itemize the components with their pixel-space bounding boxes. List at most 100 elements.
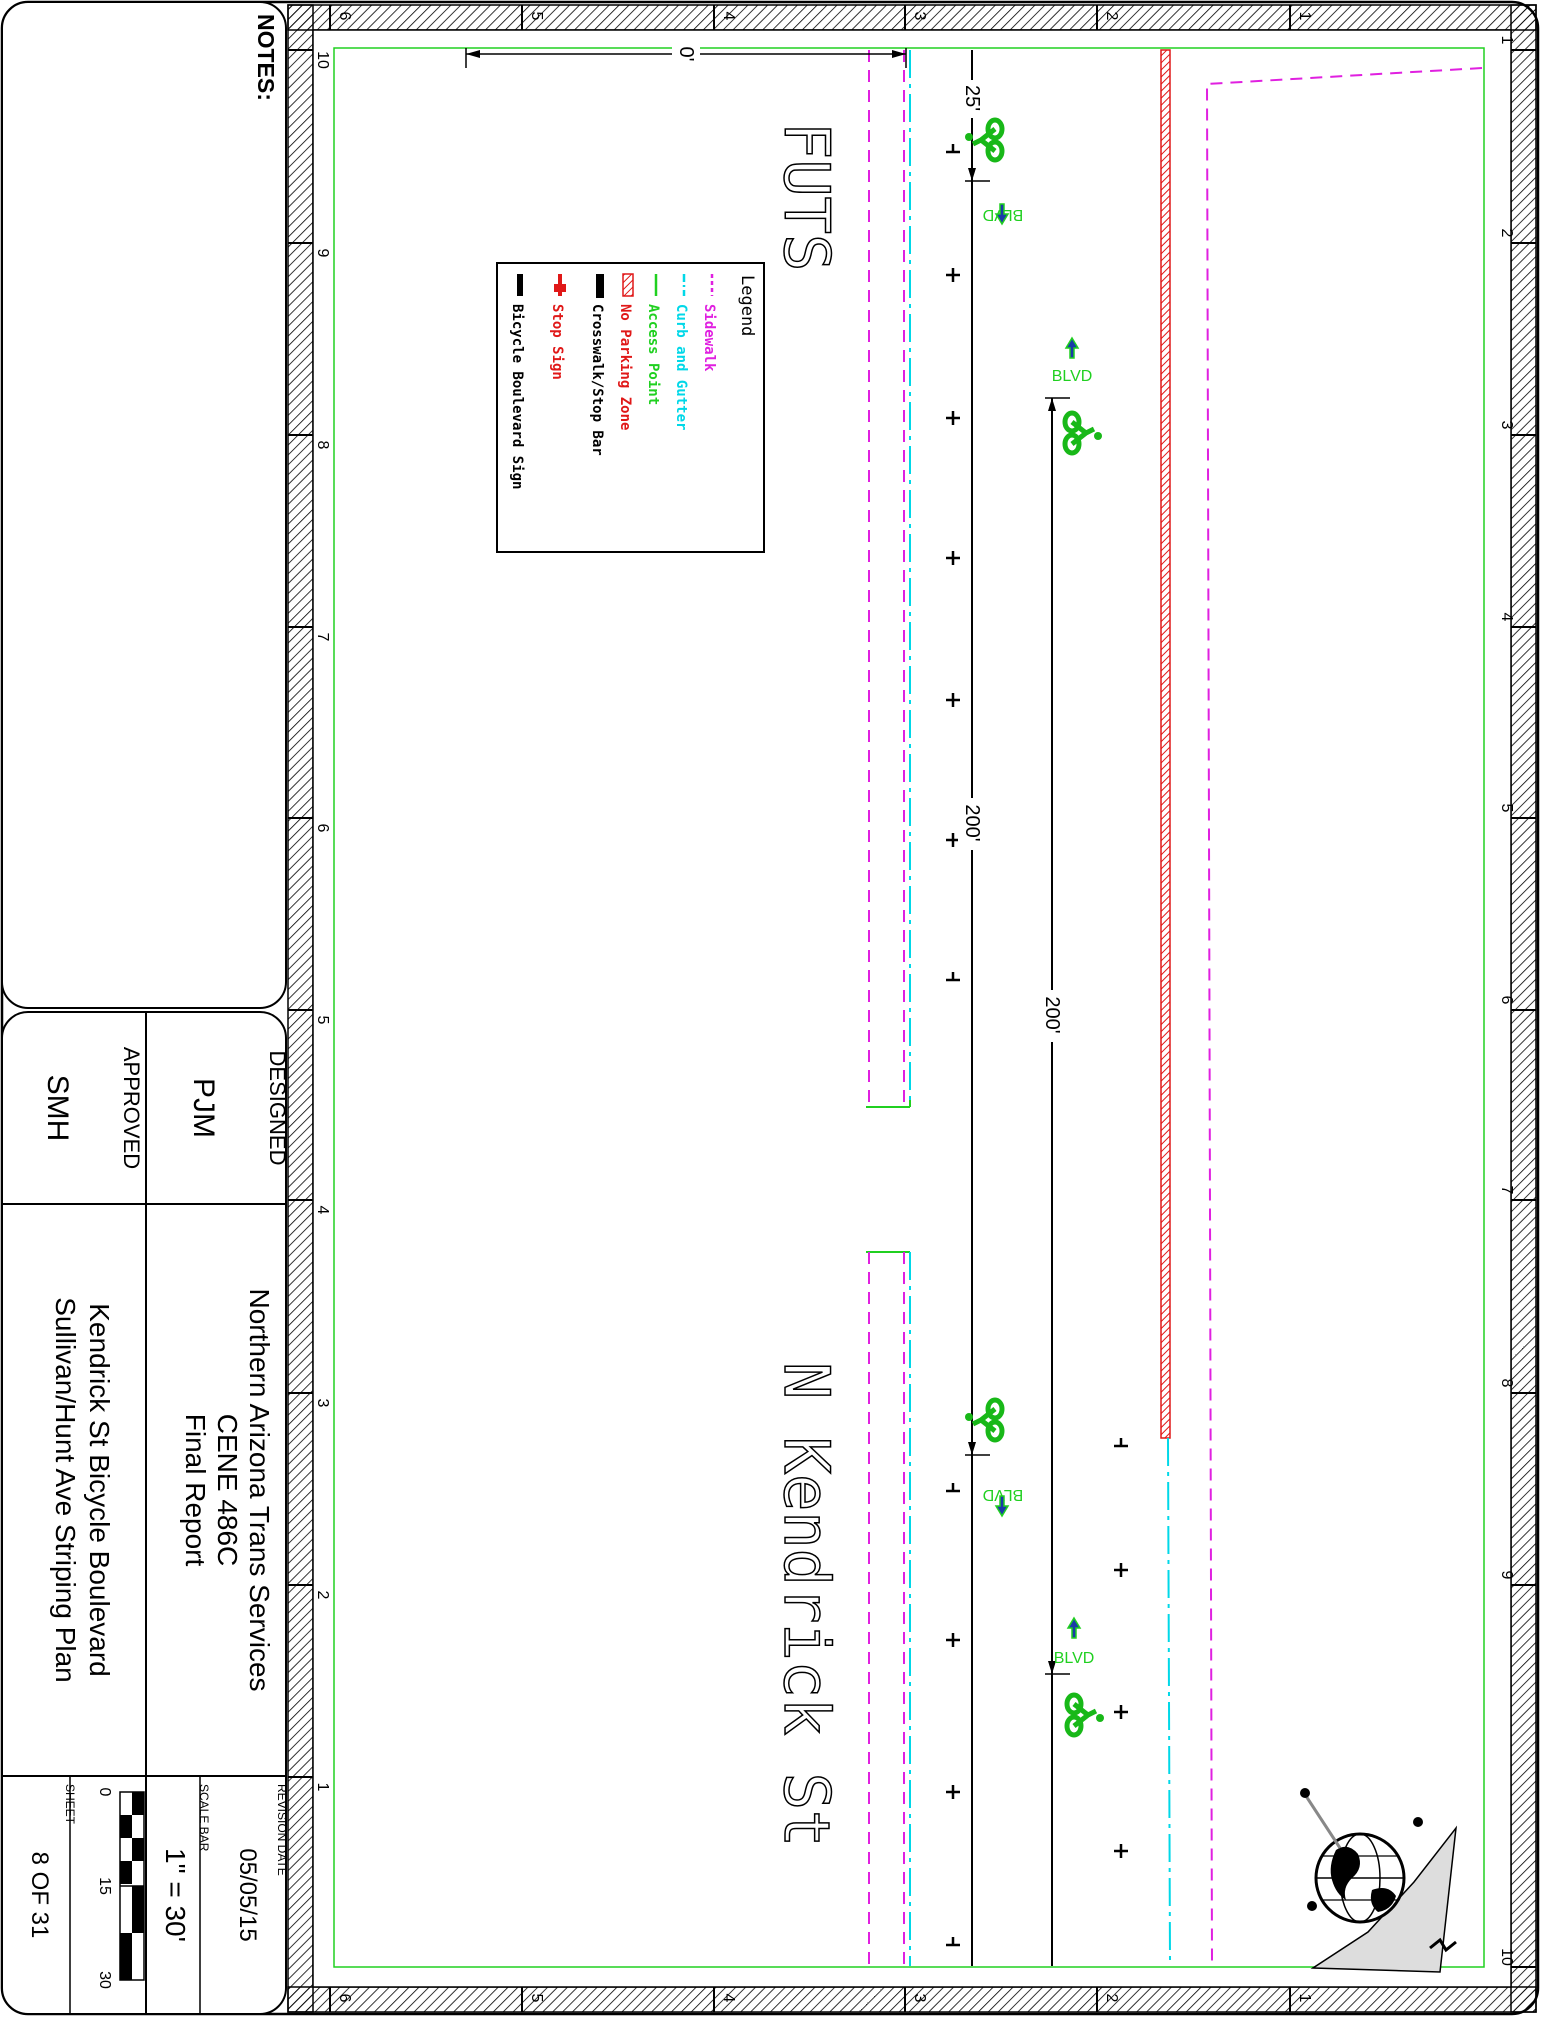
- designed-label: DESIGNED: [265, 1051, 290, 1166]
- sheet-value: 8 OF 31: [26, 1852, 53, 1939]
- bike-boulevard-marking-4: BLVD: [1054, 1616, 1104, 1735]
- border-tick-label-left-9: 2: [314, 1591, 331, 1600]
- blvd-label-4: BLVD: [1054, 1650, 1095, 1667]
- project-line1: Kendrick St Bicycle Boulevard: [84, 1303, 115, 1677]
- dimension-200-west: 200': [958, 798, 990, 1456]
- title-panel: [1, 1011, 287, 2015]
- scale-tick-15: 15: [96, 1877, 113, 1895]
- border-ticks-top: 6 5 4 3 2 1: [329, 5, 1313, 30]
- legend-label-6: Stop Sign: [549, 304, 565, 380]
- legend: Legend Sidewalk Curb and Gutter Access Poi…: [496, 262, 765, 553]
- legend-label-7: Bicycle Boulevard Sign: [509, 304, 525, 489]
- border-tick-label-bottom-5: 2: [1103, 1994, 1120, 2003]
- legend-box: [496, 262, 765, 553]
- border-tick-label-right-6: 6: [1498, 996, 1515, 1005]
- legend-swatch-6: [554, 274, 566, 296]
- border-tick-label-left-2: 9: [314, 249, 331, 258]
- border-tick-label-right-1: 1: [1498, 36, 1515, 45]
- project-line2: Sullivan/Hunt Ave Striping Plan: [50, 1297, 81, 1683]
- dimension-0: 0': [465, 44, 907, 68]
- border-tick-label-left-1: 10: [314, 51, 331, 69]
- hatched-border: [287, 4, 1537, 2013]
- scale-value: 1" = 30': [160, 1848, 191, 1942]
- revision-label: REVISION DATE: [275, 1784, 289, 1876]
- sheet-label: SHEET: [63, 1784, 77, 1825]
- border-tick-label-top-1: 6: [336, 12, 353, 21]
- border-tick-label-top-2: 5: [528, 12, 545, 21]
- border-tick-label-right-9: 9: [1498, 1571, 1515, 1580]
- border-tick-label-left-10: 1: [314, 1783, 331, 1792]
- border-tick-label-top-3: 4: [720, 12, 737, 21]
- no-parking-zone: [1160, 49, 1171, 1439]
- scale-tick-0: 0: [96, 1788, 113, 1797]
- border-tick-label-left-4: 7: [314, 633, 331, 642]
- notes-label: NOTES:: [253, 14, 279, 101]
- north-arrow-compass: [1300, 1788, 1458, 1973]
- org-line3: Final Report: [180, 1414, 211, 1567]
- legend-swatch-4: [622, 273, 634, 297]
- blvd-label-2: BLVD: [1052, 368, 1093, 385]
- legend-label-5: Crosswalk/Stop Bar: [589, 304, 605, 456]
- dimension-200-east-label: 200': [1041, 996, 1063, 1033]
- border-tick-label-right-8: 8: [1498, 1379, 1515, 1388]
- org-line1: Northern Arizona Trans Services: [244, 1288, 275, 1691]
- bike-boulevard-marking-1: BLVD: [965, 120, 1023, 226]
- scale-tick-30: 30: [96, 1971, 113, 1989]
- compass-e-marker: [1413, 1817, 1423, 1827]
- legend-label-1: Sidewalk: [701, 304, 717, 372]
- border-tick-label-right-5: 5: [1498, 804, 1515, 813]
- border-tick-label-right-4: 4: [1498, 613, 1515, 622]
- legend-swatch-5: [596, 274, 604, 298]
- dimension-25-label: 25': [961, 85, 983, 111]
- border-tick-label-right-10: 10: [1498, 1948, 1515, 1966]
- border-tick-label-bottom-1: 6: [336, 1994, 353, 2003]
- scale-bar-graphic: [119, 1791, 145, 1981]
- border-tick-label-bottom-2: 5: [528, 1994, 545, 2003]
- dimension-0-label: 0': [675, 47, 697, 62]
- designed-value: PJM: [187, 1078, 220, 1138]
- org-line2: CENE 486C: [212, 1414, 243, 1567]
- border-tick-label-left-5: 6: [314, 824, 331, 833]
- approved-label: APPROVED: [119, 1047, 144, 1169]
- legend-title: Legend: [737, 275, 757, 336]
- compass-w-marker: [1307, 1901, 1317, 1911]
- border-tick-label-left-6: 5: [314, 1016, 331, 1025]
- dimension-200-east: 200': [1038, 397, 1070, 1675]
- border-ticks-left: 10 9 8 7 6 5 4 3 2 1: [288, 49, 331, 1792]
- dimension-25: 25': [960, 80, 990, 188]
- legend-label-4: No Parking Zone: [617, 304, 633, 430]
- border-tick-label-left-7: 4: [314, 1206, 331, 1215]
- border-tick-label-top-5: 2: [1103, 12, 1120, 21]
- border-tick-label-bottom-6: 1: [1296, 1994, 1313, 2003]
- legend-label-2: Curb and Gutter: [673, 304, 689, 430]
- revision-value: 05/05/15: [234, 1848, 261, 1941]
- notes-panel: [1, 1, 287, 1009]
- lane-markers: [946, 144, 1128, 1947]
- bike-boulevard-marking-2: BLVD: [1052, 336, 1102, 453]
- border-tick-label-right-2: 2: [1498, 229, 1515, 238]
- border-tick-label-right-3: 3: [1498, 421, 1515, 430]
- approved-value: SMH: [41, 1075, 74, 1142]
- border-tick-label-bottom-4: 3: [911, 1994, 928, 2003]
- blvd-label-3: BLVD: [983, 1486, 1024, 1503]
- border-tick-label-bottom-3: 4: [720, 1994, 737, 2003]
- dimension-200-west-label: 200': [961, 804, 983, 841]
- legend-label-3: Access Point: [645, 304, 661, 405]
- border-tick-label-right-7: 7: [1498, 1186, 1515, 1195]
- drawing-limit-line: [333, 47, 1485, 1968]
- scale-label: SCALE BAR: [197, 1784, 211, 1852]
- border-tick-label-top-4: 3: [911, 12, 928, 21]
- border-tick-label-left-3: 8: [314, 441, 331, 450]
- border-tick-label-top-6: 1: [1296, 12, 1313, 21]
- sidewalk-north: [1205, 67, 1483, 1963]
- street-label-futs: FUTS: [770, 122, 843, 271]
- border-tick-label-left-8: 3: [314, 1399, 331, 1408]
- legend-swatch-7: [517, 274, 523, 296]
- bike-boulevard-marking-3: BLVD: [965, 1400, 1024, 1518]
- title-block: NOTES: DESIGNED PJM APPROVED SMH Norther…: [1, 1, 290, 2015]
- border-ticks-bottom: 6 5 4 3 2 1: [329, 1987, 1313, 2012]
- street-label-kendrick: N Kendrick St: [770, 1362, 843, 1847]
- compass-s-marker: [1300, 1788, 1310, 1798]
